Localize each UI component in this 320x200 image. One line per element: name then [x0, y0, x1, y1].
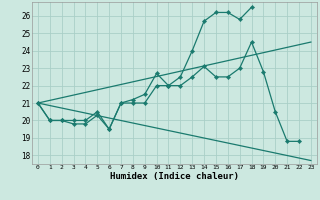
X-axis label: Humidex (Indice chaleur): Humidex (Indice chaleur): [110, 172, 239, 181]
